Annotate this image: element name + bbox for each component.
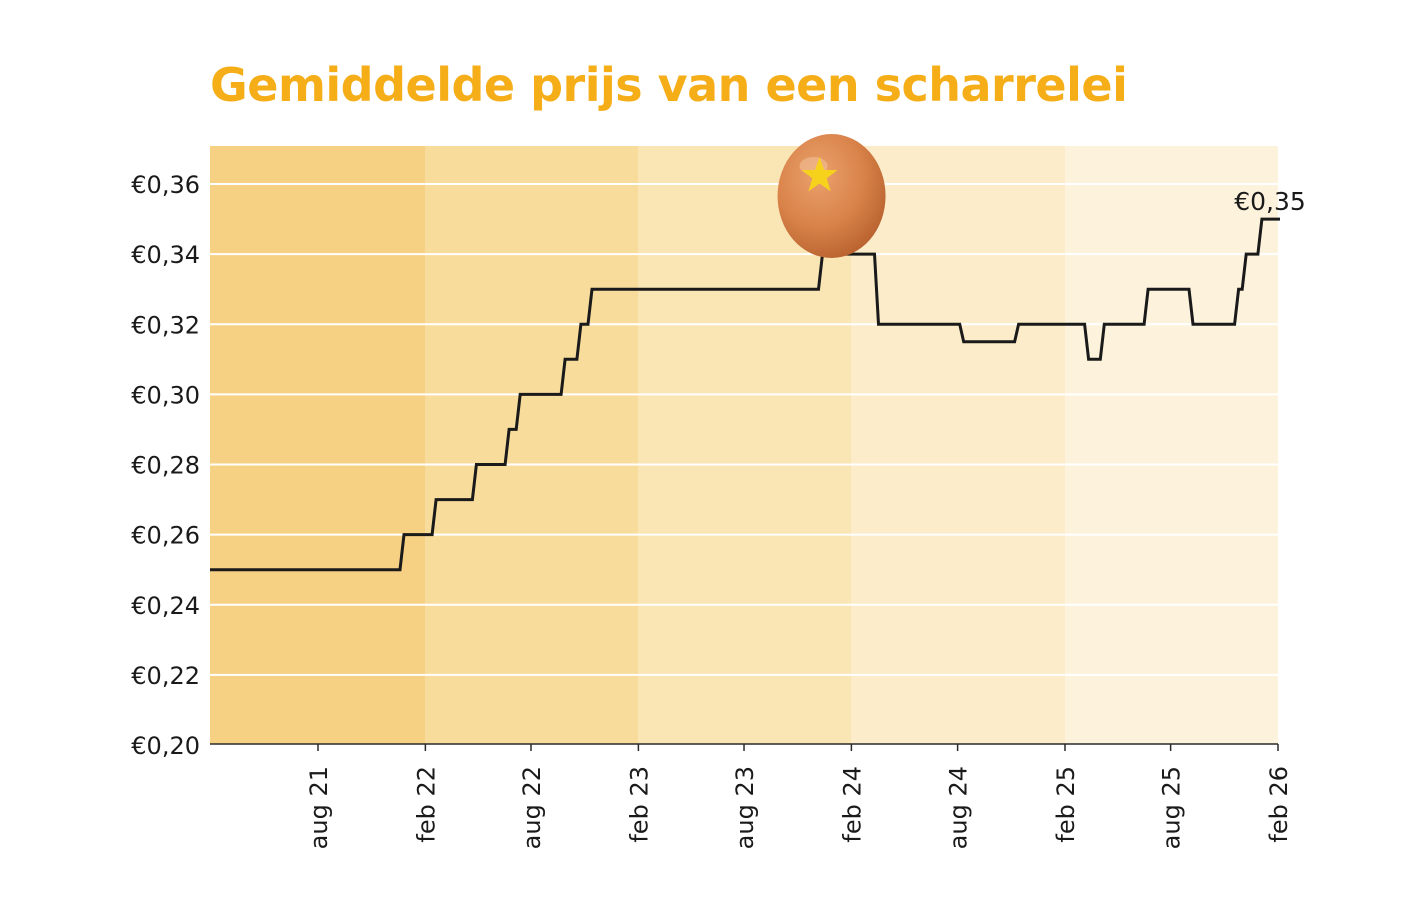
y-tick-label: €0,26 (131, 522, 200, 550)
y-tick-label: €0,36 (131, 171, 200, 199)
x-tick-label: aug 22 (518, 766, 546, 849)
y-tick-label: €0,34 (131, 241, 200, 269)
end-value-label: €0,35 (1234, 187, 1306, 216)
gridlines (210, 183, 1278, 676)
x-tick-label: feb 26 (1265, 766, 1293, 843)
background-band (210, 146, 426, 744)
egg-with-star-icon (777, 134, 886, 258)
egg-shape (777, 134, 886, 258)
y-tick-label: €0,24 (131, 592, 200, 620)
x-tick-label: aug 24 (945, 766, 973, 849)
x-tick-label: aug 23 (731, 766, 759, 849)
end-value-label-group: €0,35 (1234, 187, 1306, 216)
y-tick-label: €0,28 (131, 452, 200, 480)
x-tick-label: aug 25 (1158, 766, 1186, 849)
background-bands (210, 146, 1278, 744)
star-icon (801, 157, 838, 192)
y-tick-label: €0,32 (131, 311, 200, 339)
chart-title: Gemiddelde prijs van een scharrelei (210, 58, 1128, 112)
x-axis-tick-labels: aug 21 feb 22 aug 22 feb 23 aug 23 feb 24 aug … (305, 766, 1293, 849)
x-tick-label: feb 24 (838, 766, 866, 843)
price-step-line (210, 217, 1280, 572)
x-tick-label: aug 21 (305, 766, 333, 849)
background-band (1064, 146, 1278, 744)
x-tick-label: feb 25 (1052, 766, 1080, 843)
x-tick-label: feb 22 (412, 766, 440, 843)
x-tick-label: feb 23 (625, 766, 653, 843)
y-tick-label: €0,20 (131, 732, 200, 760)
x-axis (210, 743, 1279, 751)
y-tick-label: €0,30 (131, 381, 200, 409)
y-axis-tick-labels: €0,20 €0,22 €0,24 €0,26 €0,28 €0,30 €0,32 €0,34… (131, 171, 200, 760)
background-band (425, 146, 639, 744)
price-series (210, 217, 1280, 572)
y-tick-label: €0,22 (131, 662, 200, 690)
background-band (851, 146, 1065, 744)
